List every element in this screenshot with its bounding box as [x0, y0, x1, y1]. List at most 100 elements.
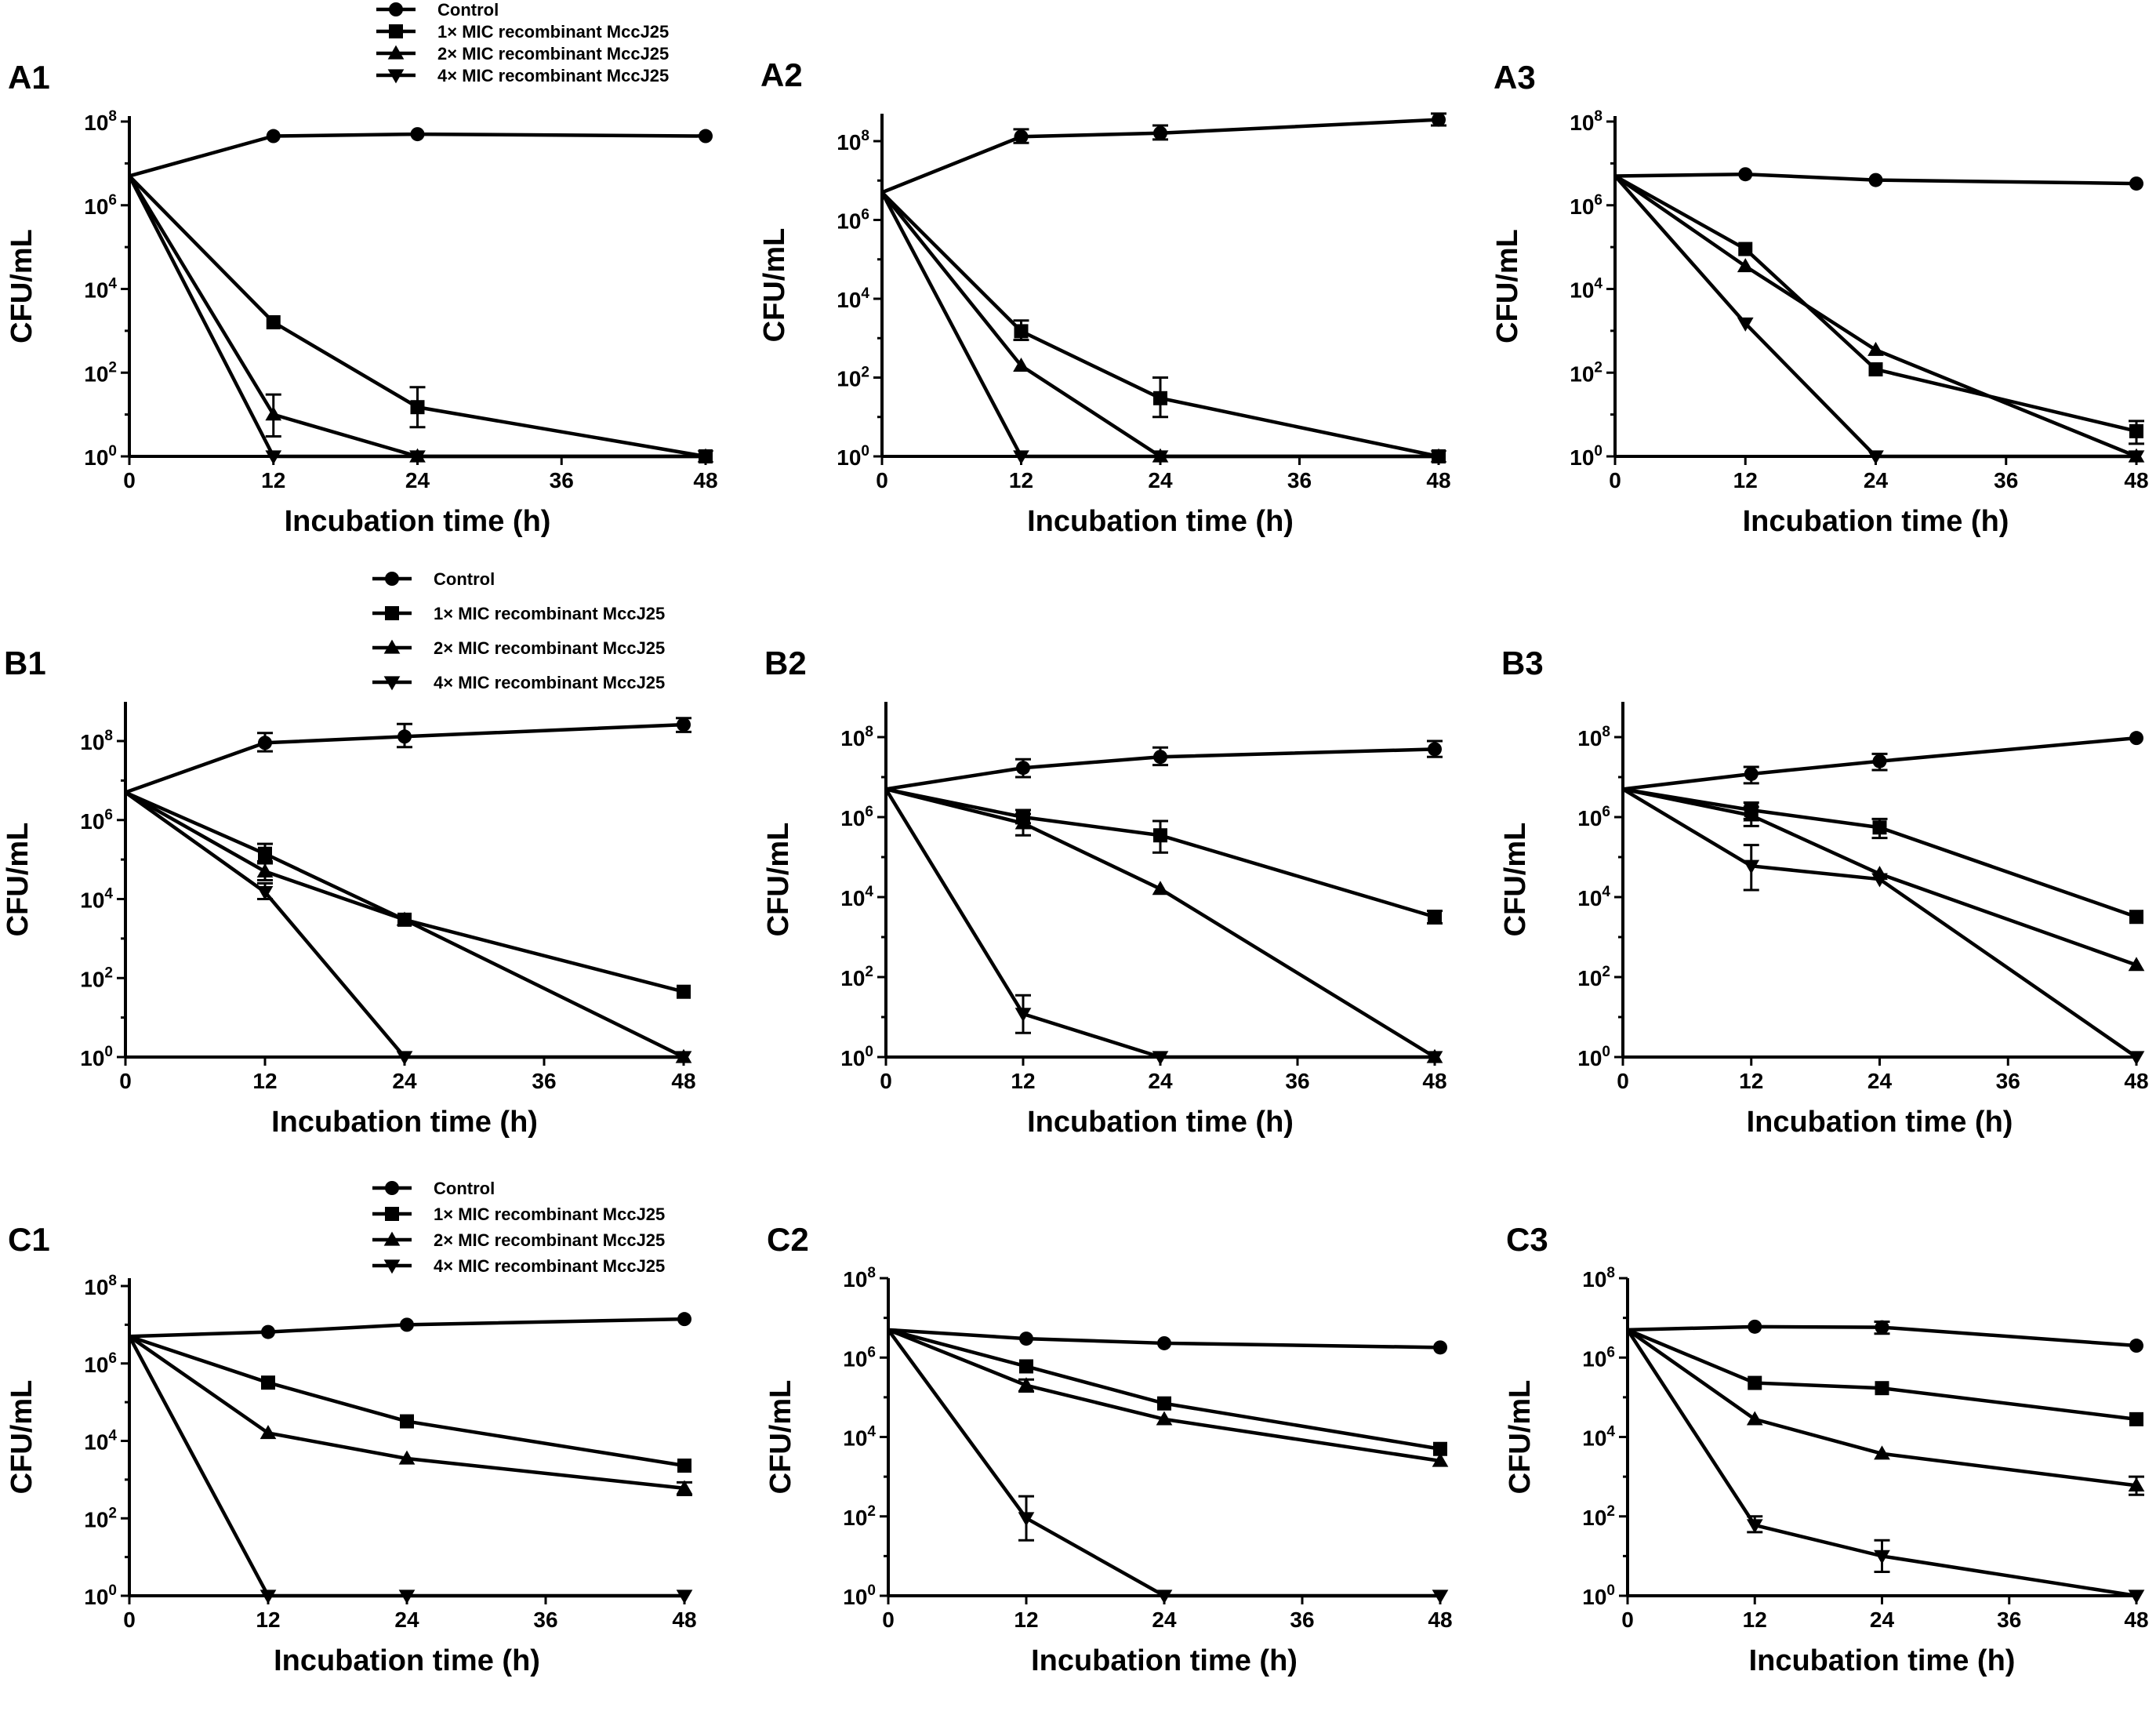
panel-label: A3 — [1494, 59, 1536, 96]
data-point — [1428, 742, 1442, 757]
data-point — [1748, 1319, 1762, 1334]
data-point — [1018, 1512, 1035, 1527]
series-4-mic-recombinant-mccj25 — [1626, 1328, 2145, 1604]
series-line — [885, 747, 1436, 791]
x-axis-title: Incubation time (h) — [1747, 1106, 2013, 1139]
data-point — [396, 911, 413, 926]
series-line — [124, 790, 684, 1059]
data-point — [256, 863, 274, 877]
y-tick-label: 108 — [840, 724, 873, 750]
series-4-mic-recombinant-mccj25 — [887, 1328, 1449, 1604]
panel-label: B1 — [4, 645, 46, 681]
legend-label: Control — [437, 0, 499, 20]
data-point — [1867, 341, 1884, 356]
series-1-mic-recombinant-mccj25 — [1627, 1328, 2143, 1426]
series-2-mic-recombinant-mccj25 — [128, 175, 714, 463]
x-tick-label: 0 — [123, 1608, 136, 1632]
data-point — [410, 127, 425, 142]
x-tick-label: 12 — [1014, 1608, 1038, 1632]
x-tick-label: 48 — [1422, 1069, 1446, 1093]
y-tick-label: 106 — [837, 207, 869, 234]
data-point — [1868, 362, 1883, 377]
y-tick-label: 106 — [1577, 804, 1610, 830]
x-tick-label: 48 — [1428, 1608, 1452, 1632]
series-4-mic-recombinant-mccj25 — [127, 175, 714, 465]
series-line — [887, 1328, 1440, 1598]
y-tick-label: 104 — [1582, 1424, 1615, 1451]
data-point — [1014, 1008, 1032, 1023]
legend-label: 1× MIC recombinant MccJ25 — [434, 1204, 665, 1224]
legend-marker-circle — [389, 2, 403, 16]
y-tick-label: 106 — [1570, 192, 1602, 219]
legend-marker-square — [389, 24, 403, 38]
y-tick-label: 108 — [843, 1265, 876, 1292]
panel-b2: B2 0 12 24 36 48 100 102 104 106 108 Incubation tim… — [762, 645, 1447, 1139]
panel-c3: C3 0 12 24 36 48 100 102 104 106 108 Incubation tim… — [1504, 1221, 2149, 1677]
series-line — [125, 722, 684, 794]
panel-label: C3 — [1506, 1221, 1548, 1258]
data-point — [677, 984, 691, 999]
series-control — [1622, 731, 2143, 791]
data-point — [1152, 1051, 1169, 1066]
series-line — [880, 191, 1439, 459]
y-axis-title: CFU/mL — [2, 823, 34, 937]
y-tick-label: 106 — [80, 807, 113, 834]
data-point — [677, 1459, 691, 1473]
y-tick-label: 104 — [84, 1428, 117, 1455]
data-point — [1014, 815, 1032, 830]
data-point — [1016, 761, 1030, 776]
data-point — [1014, 324, 1029, 339]
data-point — [1019, 1332, 1033, 1346]
data-point — [1426, 1051, 1443, 1066]
panel-label: B3 — [1501, 645, 1544, 681]
series-line — [1613, 174, 2137, 434]
series-4-mic-recombinant-mccj25 — [124, 790, 692, 1066]
x-tick-label: 0 — [880, 1069, 892, 1093]
series-line — [128, 1335, 685, 1491]
series-line — [1613, 174, 2136, 459]
y-tick-label: 102 — [837, 365, 869, 391]
data-point — [2129, 1339, 2143, 1353]
data-point — [1871, 873, 1888, 888]
legend-marker-triangle-down — [383, 1259, 401, 1274]
legend-label: 2× MIC recombinant MccJ25 — [434, 1230, 665, 1250]
data-point — [675, 1051, 692, 1066]
x-tick-label: 24 — [405, 468, 430, 492]
data-point — [1874, 1445, 1890, 1460]
panel-a3: A3 0 12 24 36 48 100 102 104 106 108 Incubation tim… — [1491, 59, 2149, 538]
series-control — [1627, 1319, 2143, 1353]
x-tick-label: 24 — [1148, 468, 1173, 492]
series-line — [129, 1317, 685, 1339]
series-2-mic-recombinant-mccj25 — [1626, 1328, 2145, 1496]
y-tick-label: 106 — [84, 192, 117, 219]
data-point — [261, 1324, 275, 1339]
x-tick-label: 36 — [1997, 1608, 2021, 1632]
y-tick-label: 106 — [843, 1344, 876, 1371]
legend-label: Control — [434, 1179, 495, 1198]
series-control — [881, 112, 1446, 194]
legend-label: 4× MIC recombinant MccJ25 — [437, 66, 669, 85]
series-control — [125, 717, 691, 794]
legend-marker-triangle-down — [387, 69, 405, 84]
x-axis-title: Incubation time (h) — [1031, 1644, 1298, 1677]
data-point — [1867, 450, 1884, 465]
data-point — [260, 1589, 277, 1604]
series-line — [129, 132, 706, 178]
data-point — [1868, 173, 1883, 187]
legend-label: 4× MIC recombinant MccJ25 — [434, 673, 665, 692]
data-point — [1433, 1441, 1447, 1456]
data-point — [1743, 859, 1760, 874]
y-axis-title: CFU/mL — [1491, 229, 1524, 343]
x-axis-title: Incubation time (h) — [274, 1644, 540, 1677]
data-point — [1432, 112, 1446, 127]
x-tick-label: 0 — [123, 468, 136, 492]
data-point — [2128, 1051, 2145, 1066]
series-1-mic-recombinant-mccj25 — [880, 191, 1446, 463]
x-axis-title: Incubation time (h) — [1749, 1644, 2016, 1677]
y-tick-label: 108 — [84, 1273, 117, 1299]
x-tick-label: 0 — [1609, 468, 1621, 492]
data-point — [1153, 828, 1167, 843]
y-tick-label: 100 — [80, 1044, 113, 1070]
y-tick-label: 102 — [843, 1503, 876, 1530]
x-tick-label: 12 — [252, 1069, 277, 1093]
